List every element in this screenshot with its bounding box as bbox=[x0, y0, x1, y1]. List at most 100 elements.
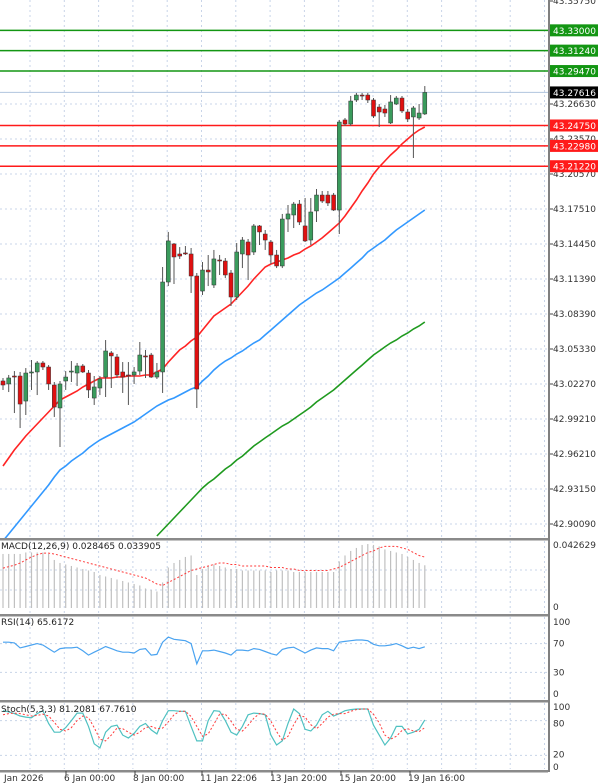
price-levels bbox=[0, 29, 548, 167]
candle-body-bear bbox=[325, 194, 331, 204]
macd-axis-label: 0 bbox=[553, 603, 559, 613]
rsi-axis-label: 70 bbox=[553, 640, 565, 650]
candle bbox=[245, 238, 251, 281]
candle-body-bull bbox=[200, 269, 205, 292]
axis-border bbox=[548, 0, 550, 772]
stoch-k-line bbox=[2, 708, 426, 749]
candle-body-bull bbox=[416, 112, 422, 119]
level-box bbox=[550, 160, 598, 173]
candle bbox=[234, 243, 239, 300]
candle-body-bear bbox=[0, 380, 6, 386]
candle bbox=[188, 247, 194, 293]
candle bbox=[0, 377, 6, 390]
candle-body-bear bbox=[177, 253, 182, 257]
candle bbox=[80, 364, 86, 374]
candle-body-bear bbox=[262, 233, 268, 241]
candle-body-bear bbox=[257, 225, 262, 233]
price-tick-label: 43.20570 bbox=[553, 170, 596, 180]
candle-body-bull bbox=[63, 376, 68, 382]
level-box bbox=[550, 139, 598, 152]
candle-body-bull bbox=[234, 251, 239, 298]
macd-signal-line bbox=[2, 545, 425, 587]
candle bbox=[422, 86, 428, 115]
stoch-axis-label: 20 bbox=[553, 750, 565, 760]
current-price-box bbox=[550, 86, 598, 99]
ma-slow-line bbox=[156, 321, 426, 537]
candle bbox=[285, 204, 291, 232]
panel-separator bbox=[0, 700, 548, 703]
candle bbox=[251, 223, 257, 256]
candle-body-bull bbox=[251, 225, 257, 253]
stoch-axis-label: 80 bbox=[553, 720, 565, 730]
stoch-axis-label: 0 bbox=[553, 763, 559, 773]
candle bbox=[160, 267, 165, 393]
candle bbox=[314, 189, 319, 223]
candle bbox=[297, 200, 302, 226]
panel-separator bbox=[0, 538, 548, 541]
candle-body-bear bbox=[86, 372, 91, 391]
candle-body-bull bbox=[74, 365, 80, 374]
candle bbox=[217, 255, 222, 275]
level-box bbox=[550, 44, 598, 57]
candle-body-bear bbox=[245, 241, 251, 256]
candle-body-bear bbox=[12, 375, 17, 378]
candle bbox=[342, 117, 348, 126]
candle bbox=[63, 371, 68, 390]
candle-body-bull bbox=[422, 92, 428, 115]
candle-body-bear bbox=[17, 375, 23, 405]
candle-body-bear bbox=[171, 243, 177, 258]
candle bbox=[137, 341, 143, 375]
candle bbox=[40, 361, 46, 371]
candle bbox=[319, 191, 325, 203]
rsi-line bbox=[3, 636, 425, 666]
candle-body-bear bbox=[194, 275, 200, 390]
candle bbox=[171, 243, 177, 284]
candle-body-bear bbox=[46, 366, 51, 385]
candle-body-bear bbox=[342, 119, 348, 125]
candle bbox=[131, 367, 137, 384]
candle-body-bull bbox=[29, 371, 34, 374]
candle-body-bear bbox=[365, 94, 371, 101]
candle-body-bear bbox=[382, 108, 388, 114]
candle bbox=[302, 198, 308, 242]
candle bbox=[52, 382, 57, 417]
candle bbox=[240, 237, 245, 269]
candle-body-bull bbox=[23, 372, 29, 402]
price-axis[interactable]: 43.3575043.2663043.2357043.2057043.17510… bbox=[548, 0, 598, 773]
candle-body-bear bbox=[399, 97, 405, 112]
candle bbox=[91, 376, 97, 405]
candle-body-bear bbox=[302, 225, 308, 242]
candle-body-bear bbox=[120, 371, 125, 378]
candle-body-bull bbox=[211, 258, 217, 286]
level-label: 43.21220 bbox=[553, 163, 596, 173]
level-box bbox=[550, 65, 598, 78]
candle bbox=[154, 362, 160, 380]
ma-fast-line bbox=[2, 126, 426, 467]
candle bbox=[354, 92, 359, 102]
candle bbox=[365, 92, 371, 103]
candle-body-bull bbox=[388, 101, 393, 124]
candle-body-bull bbox=[34, 362, 40, 373]
candle-body-bull bbox=[166, 240, 171, 283]
candle bbox=[74, 362, 80, 387]
candle bbox=[57, 380, 63, 447]
rsi-axis-label: 30 bbox=[553, 668, 565, 678]
candle bbox=[223, 258, 228, 278]
macd-label: MACD(12,26,9) 0.028465 0.033905 bbox=[1, 542, 161, 552]
time-tick-label: 8 Jan 00:00 bbox=[133, 774, 185, 784]
candle-body-bull bbox=[280, 218, 285, 267]
candle-body-bull bbox=[314, 194, 319, 212]
candle-body-bear bbox=[40, 362, 46, 368]
candle-body-bull bbox=[103, 350, 108, 378]
candle-body-bear bbox=[331, 194, 336, 211]
moving-averages bbox=[2, 126, 426, 538]
candle bbox=[29, 359, 34, 390]
candle bbox=[331, 192, 336, 211]
time-axis[interactable]: Jan 2026 6 Jan 00:00 8 Jan 00:00 11 Jan 22:… bbox=[0, 771, 465, 784]
time-tick-label: 15 Jan 20:00 bbox=[339, 774, 396, 784]
candle bbox=[211, 249, 217, 289]
macd-axis-label: 0.042629 bbox=[553, 541, 596, 551]
current-price-label: 43.27616 bbox=[553, 89, 596, 99]
candle-body-bull bbox=[308, 211, 314, 241]
